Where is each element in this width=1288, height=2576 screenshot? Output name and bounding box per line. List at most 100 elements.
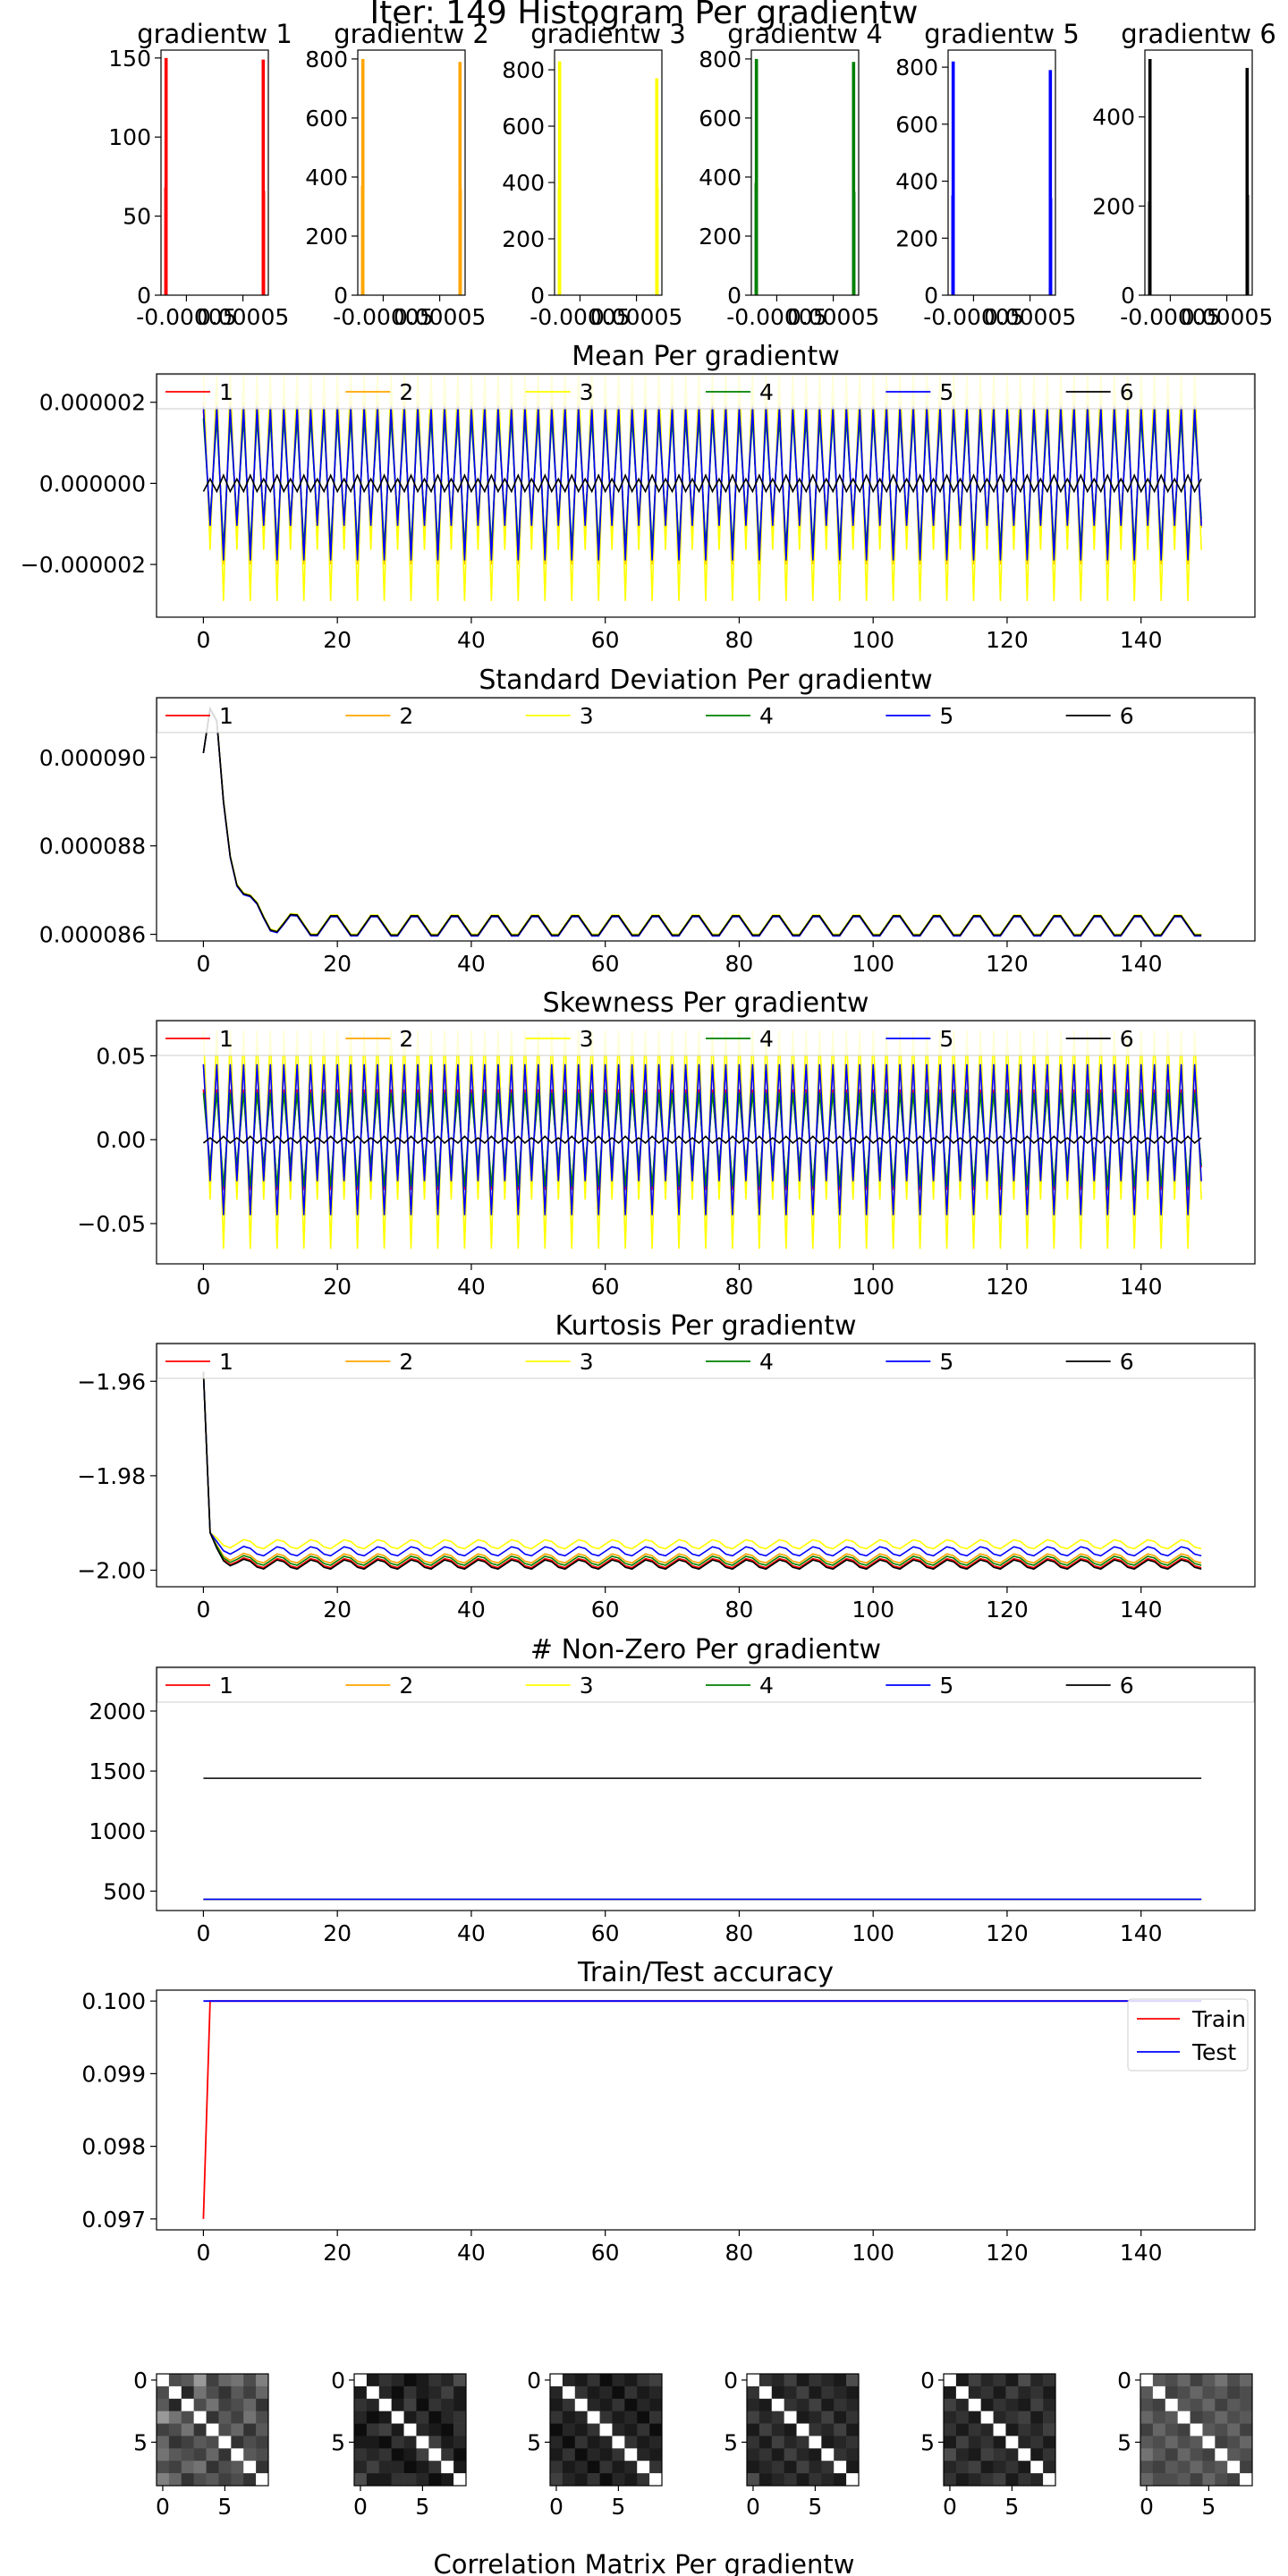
hist-ytick-label: 100 (108, 124, 151, 150)
series-line-5 (202, 706, 1202, 937)
heatmap-cell (1018, 2398, 1031, 2411)
heatmap-cell (637, 2461, 650, 2474)
hist-bar (164, 57, 168, 295)
chart-title: Kurtosis Per gradientw (555, 1310, 856, 1342)
heatmap-cell (747, 2461, 760, 2474)
figure-suptitle: Iter: 149 Histogram Per gradientw (370, 0, 919, 31)
heatmap-cell (206, 2473, 219, 2487)
heatmap-cell (1140, 2448, 1154, 2462)
heatmap-cell (428, 2448, 442, 2462)
heatmap-cell (574, 2436, 588, 2449)
hist-ytick-label: 0 (530, 283, 545, 309)
hist-ytick-label: 0 (924, 283, 938, 309)
heatmap-cell (441, 2448, 454, 2462)
heatmap-cell (784, 2461, 797, 2474)
heatmap-ytick-label: 5 (331, 2429, 345, 2455)
heatmap-cell (771, 2473, 784, 2487)
heatmap-frame (156, 2373, 269, 2487)
heatmap-cell (1030, 2436, 1044, 2449)
chart-title: Skewness Per gradientw (543, 987, 869, 1019)
heatmap-cell (1190, 2473, 1203, 2487)
heatmap-cell (649, 2461, 663, 2474)
heatmap-cell (1215, 2423, 1228, 2436)
heatmap-cell (821, 2423, 835, 2436)
heatmap-cell (1215, 2473, 1228, 2487)
x-tick-label: 140 (1120, 1920, 1163, 1946)
heatmap-cell (1005, 2385, 1019, 2400)
heatmap-cell (168, 2374, 182, 2387)
heatmap-cell (403, 2374, 417, 2387)
heatmap-cell (416, 2448, 429, 2462)
heatmap-cell (391, 2461, 404, 2474)
heatmap-cell (403, 2385, 417, 2400)
x-tick-label: 140 (1120, 2240, 1163, 2266)
heatmap-cell (206, 2436, 219, 2449)
x-tick-label: 80 (725, 951, 754, 977)
hist-ytick-label: 600 (502, 114, 545, 140)
heatmap-cell (599, 2374, 613, 2387)
heatmap-cell (453, 2385, 467, 2400)
heatmap-cell (181, 2448, 194, 2462)
heatmap-cell (834, 2436, 847, 2449)
heatmap-cell (231, 2448, 244, 2462)
heatmap-cell (1215, 2411, 1228, 2424)
heatmap-cell (624, 2374, 638, 2387)
x-tick-label: 60 (591, 1920, 620, 1946)
heatmap-cell (587, 2411, 600, 2424)
heatmap-frame (353, 2373, 467, 2487)
heatmap-cell (366, 2385, 380, 2400)
heatmap-cell (846, 2461, 860, 2474)
heatmap-cell (562, 2448, 576, 2462)
heatmap-cell (193, 2461, 207, 2474)
heatmap-cell (784, 2374, 797, 2387)
heatmap-cell (758, 2411, 773, 2424)
y-tick-label: 0.000090 (39, 745, 146, 771)
heatmap-cell (821, 2473, 835, 2487)
legend-label: 6 (1120, 1673, 1134, 1699)
chart-frame (156, 1989, 1256, 2231)
heatmap-cell (980, 2461, 994, 2474)
heatmap-cell (1043, 2473, 1056, 2487)
correlation-matrix-5: 0 5 0 5 (920, 2368, 1056, 2520)
legend: 1 2 3 4 5 6 (157, 698, 1255, 733)
x-tick-label: 60 (591, 1597, 620, 1623)
heatmap-cell (181, 2473, 194, 2487)
heatmap-cell (649, 2436, 663, 2449)
y-tick-label: −0.05 (77, 1211, 146, 1237)
hist-bar (754, 58, 758, 295)
heatmap-cell (1177, 2385, 1191, 2400)
x-tick-label: 40 (457, 1274, 486, 1300)
heatmap-cell (378, 2398, 392, 2411)
heatmap-cell (955, 2461, 970, 2474)
hist-xtick-label: -0.00005 (726, 304, 826, 330)
heatmap-cell (243, 2374, 257, 2387)
heatmap-cell (1005, 2374, 1019, 2387)
heatmap-cell (944, 2448, 957, 2462)
heatmap-cell (243, 2436, 257, 2449)
x-tick-label: 120 (986, 1274, 1029, 1300)
heatmap-cell (1227, 2473, 1241, 2487)
hist-bar (360, 58, 365, 295)
heatmap-cell (206, 2423, 219, 2436)
x-tick-label: 40 (457, 1597, 486, 1623)
heatmap-cell (1202, 2385, 1216, 2400)
heatmap-cell (1165, 2436, 1178, 2449)
heatmap-cell (624, 2473, 638, 2487)
heatmap-cell (846, 2448, 860, 2462)
heatmap-cell (391, 2423, 404, 2436)
heatmap-cell (587, 2448, 600, 2462)
heatmap-cell (846, 2473, 860, 2487)
heatmap-cell (993, 2473, 1006, 2487)
hist-ytick-label: 200 (502, 226, 545, 252)
heatmap-cell (1005, 2473, 1019, 2487)
heatmap-cell (378, 2411, 392, 2424)
heatmap-cell (846, 2436, 860, 2449)
heatmap-cell (378, 2385, 392, 2400)
heatmap-cell (181, 2374, 194, 2387)
heatmap-cell (624, 2411, 638, 2424)
x-tick-label: 120 (986, 951, 1029, 977)
heatmap-cell (256, 2461, 269, 2474)
hist-xtick-label: -0.00005 (530, 304, 630, 330)
heatmap-cell (1043, 2436, 1056, 2449)
x-tick-label: 80 (725, 627, 754, 653)
